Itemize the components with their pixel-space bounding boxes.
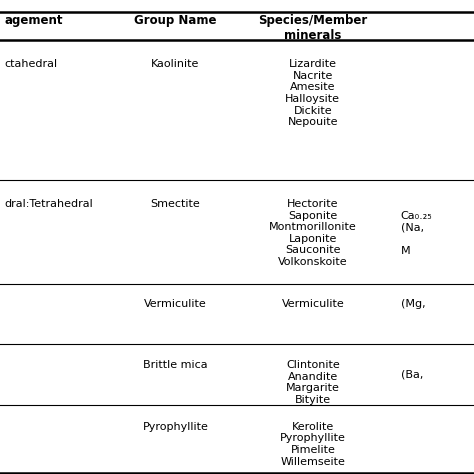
Text: Vermiculite: Vermiculite <box>144 299 207 309</box>
Text: Group Name: Group Name <box>134 14 217 27</box>
Text: Brittle mica: Brittle mica <box>143 360 208 370</box>
Text: Clintonite
Anandite
Margarite
Bityite: Clintonite Anandite Margarite Bityite <box>286 360 340 405</box>
Text: Ca₀.₂₅
(Na,

M: Ca₀.₂₅ (Na, M <box>401 211 432 256</box>
Text: Vermiculite: Vermiculite <box>282 299 344 309</box>
Text: Pyrophyllite: Pyrophyllite <box>143 422 208 432</box>
Text: agement: agement <box>5 14 63 27</box>
Text: Lizardite
Nacrite
Amesite
Halloysite
Dickite
Nepouite: Lizardite Nacrite Amesite Halloysite Dic… <box>285 59 340 127</box>
Text: Kerolite
Pyrophyllite
Pimelite
Willemseite: Kerolite Pyrophyllite Pimelite Willemsei… <box>280 422 346 467</box>
Text: Species/Member
minerals: Species/Member minerals <box>258 14 367 42</box>
Text: Smectite: Smectite <box>151 199 200 209</box>
Text: ctahedral: ctahedral <box>5 59 58 69</box>
Text: (Mg,: (Mg, <box>401 299 425 309</box>
Text: Hectorite
Saponite
Montmorillonite
Laponite
Sauconite
Volkonskoite: Hectorite Saponite Montmorillonite Lapon… <box>269 199 357 267</box>
Text: Kaolinite: Kaolinite <box>151 59 200 69</box>
Text: (Ba,: (Ba, <box>401 370 423 380</box>
Text: dral:Tetrahedral: dral:Tetrahedral <box>5 199 93 209</box>
